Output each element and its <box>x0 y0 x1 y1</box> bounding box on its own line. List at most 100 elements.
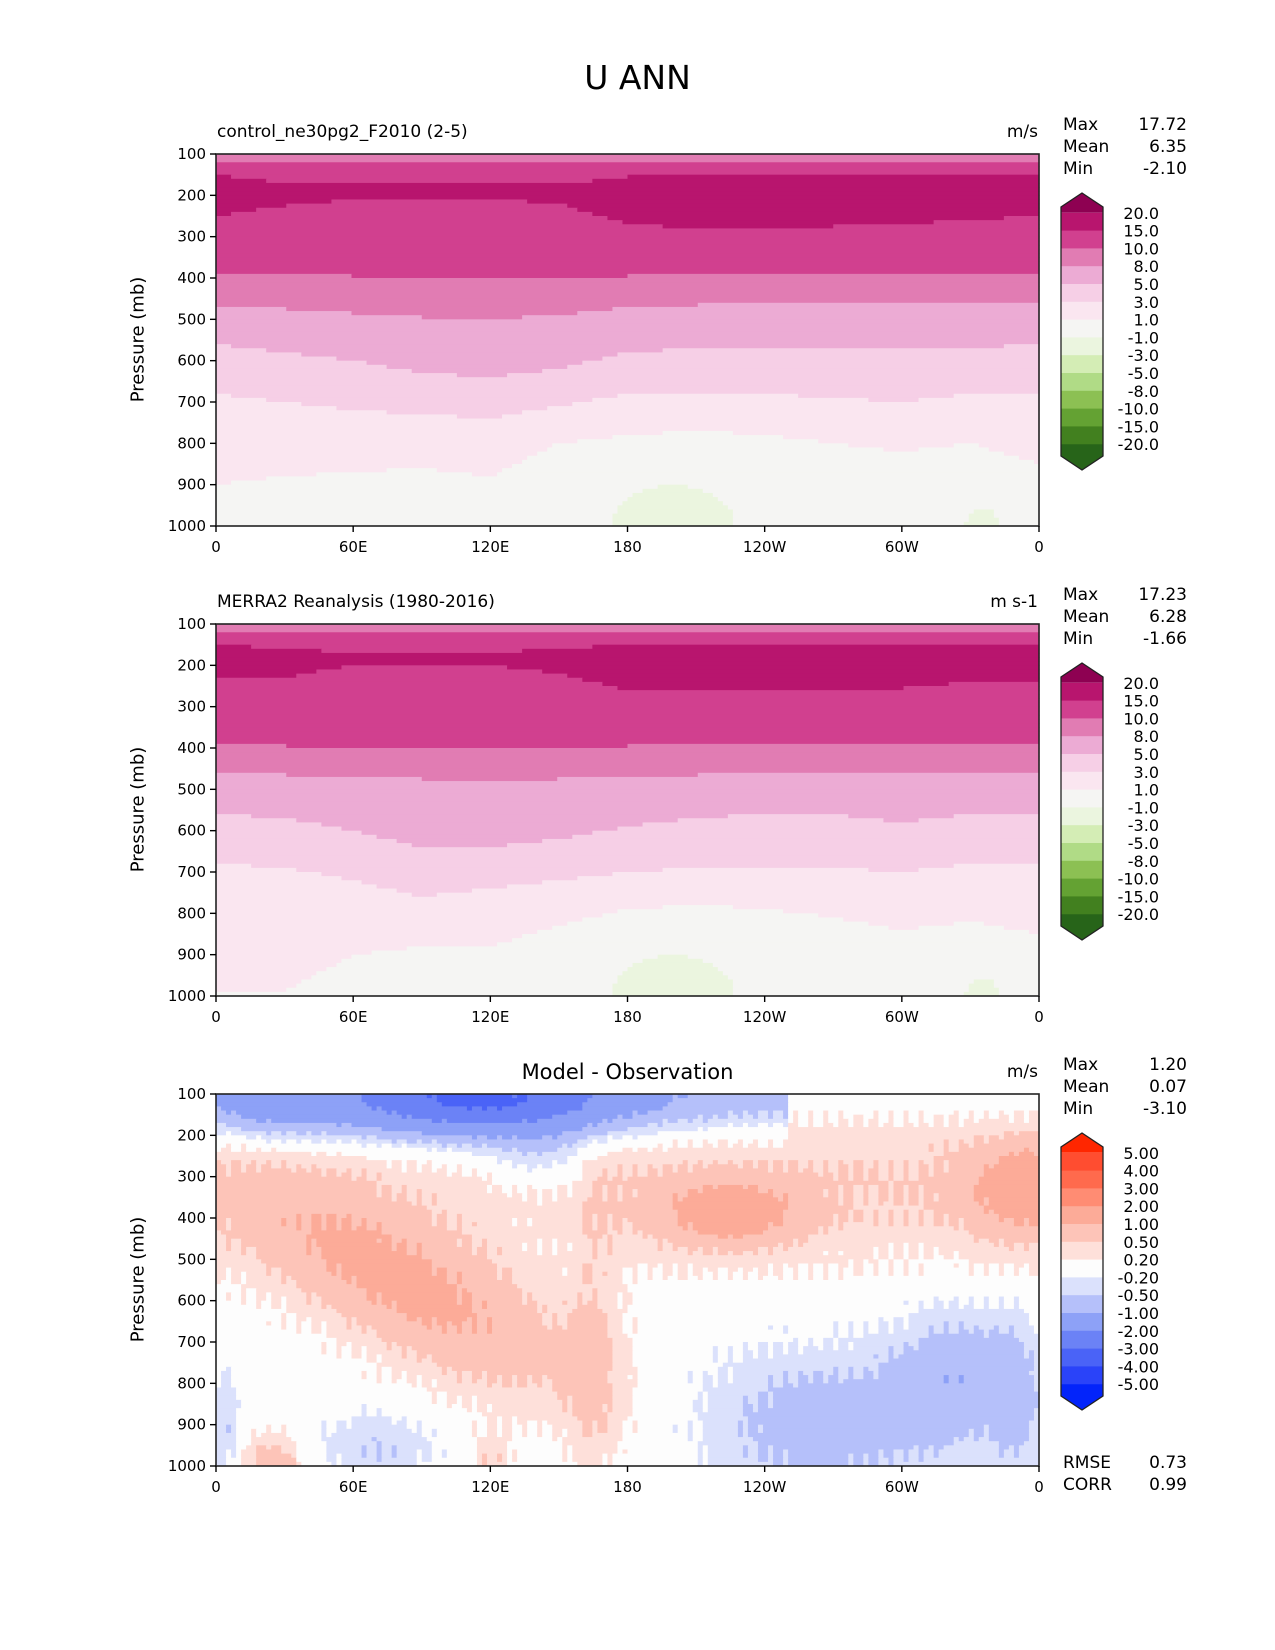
contour-cell <box>788 1457 849 1463</box>
contour-cell <box>742 1346 749 1351</box>
contour-cell <box>863 1168 869 1174</box>
contour-cell <box>893 1453 905 1459</box>
contour-cell <box>572 1449 619 1455</box>
contour-cell <box>512 1280 583 1285</box>
contour-cell <box>838 1263 849 1269</box>
contour-cell <box>737 1267 744 1273</box>
contour-cell <box>717 497 1040 502</box>
contour-cell <box>742 1408 754 1413</box>
contour-cell <box>522 1118 528 1124</box>
contour-cell <box>848 1172 854 1178</box>
contour-cell <box>401 1160 408 1165</box>
contour-cell <box>216 368 413 374</box>
x-tick-label: 60W <box>885 1478 919 1496</box>
contour-cell <box>216 942 498 947</box>
contour-cell <box>597 1238 609 1244</box>
contour-cell <box>757 1160 769 1165</box>
contour-cell <box>622 1222 634 1227</box>
contour-cell <box>843 1160 854 1165</box>
contour-cell <box>386 1110 393 1116</box>
contour-cell <box>461 1222 473 1227</box>
contour-cell <box>281 1280 287 1285</box>
contour-cell <box>893 1209 905 1215</box>
contour-cell <box>838 1193 844 1198</box>
contour-cell <box>216 1354 338 1360</box>
contour-cell <box>878 1122 885 1128</box>
contour-cell <box>567 1156 598 1161</box>
contour-cell <box>216 1222 227 1227</box>
contour-cell <box>216 962 338 968</box>
contour-cell <box>798 1114 809 1120</box>
contour-cell <box>527 1168 533 1174</box>
contour-cell <box>1008 1445 1015 1451</box>
contour-cell <box>216 686 619 691</box>
contour-cell <box>893 1246 905 1252</box>
y-tick-label: 900 <box>177 946 206 964</box>
contour-cell <box>883 447 920 453</box>
contour-cell <box>788 1106 1040 1112</box>
contour-cell <box>216 859 1040 865</box>
contour-cell <box>426 1437 478 1442</box>
contour-cell <box>788 1118 794 1124</box>
contour-cell <box>662 1271 674 1277</box>
contour-cell <box>391 1139 398 1145</box>
contour-cell <box>316 1151 328 1157</box>
contour-cell <box>216 154 1040 159</box>
contour-cell <box>868 1118 880 1124</box>
contour-cell <box>431 1193 438 1198</box>
contour-cell <box>216 1432 237 1438</box>
contour-cell <box>557 1197 588 1203</box>
contour-cell <box>783 1164 789 1169</box>
contour-cell <box>702 1143 714 1149</box>
contour-cell <box>863 1267 874 1273</box>
contour-cell <box>607 1375 629 1380</box>
contour-cell <box>256 1432 262 1438</box>
contour-cell <box>431 1457 478 1463</box>
contour-cell <box>873 1263 880 1269</box>
contour-cell <box>236 1416 353 1422</box>
contour-cell <box>216 760 1040 766</box>
contour-cell <box>321 1420 327 1426</box>
contour-cell <box>431 1209 443 1215</box>
contour-cell <box>341 1151 473 1157</box>
contour-cell <box>231 1383 413 1389</box>
contour-cell <box>296 1280 348 1285</box>
contour-cell <box>848 1259 854 1265</box>
contour-cell <box>978 1201 985 1207</box>
contour-cell <box>251 863 955 869</box>
contour-cell <box>557 1147 578 1153</box>
contour-cell <box>522 410 1040 415</box>
contour-cell <box>221 1383 232 1389</box>
contour-cell <box>216 360 368 366</box>
contour-cell <box>497 1375 503 1380</box>
contour-cell <box>537 451 1005 457</box>
contour-cell <box>923 1193 935 1198</box>
contour-cell <box>702 1251 714 1256</box>
contour-cell <box>366 1156 498 1161</box>
contour-cell <box>391 1416 403 1422</box>
contour-cell <box>853 1197 864 1203</box>
contour-cell <box>216 505 619 511</box>
contour-cell <box>632 1342 744 1347</box>
contour-cell <box>512 1271 563 1277</box>
contour-cell <box>246 1164 257 1169</box>
contour-cell <box>216 1156 368 1161</box>
contour-cell <box>216 967 327 972</box>
contour-cell <box>396 1449 418 1455</box>
contour-cell <box>908 1118 920 1124</box>
contour-cell <box>567 673 1040 679</box>
contour-cell <box>863 1325 869 1331</box>
contour-cell <box>366 1176 378 1182</box>
contour-cell <box>873 1271 880 1277</box>
contour-cell <box>602 1408 609 1413</box>
contour-cell <box>843 1184 854 1190</box>
contour-cell <box>853 1329 864 1335</box>
contour-cell <box>773 1143 784 1149</box>
contour-cell <box>612 1404 634 1409</box>
contour-cell <box>963 1218 1000 1223</box>
contour-cell <box>296 1168 307 1174</box>
contour-cell <box>216 340 1040 345</box>
contour-cell <box>903 1453 910 1459</box>
contour-cell <box>216 1284 242 1289</box>
contour-cell <box>376 1296 383 1302</box>
